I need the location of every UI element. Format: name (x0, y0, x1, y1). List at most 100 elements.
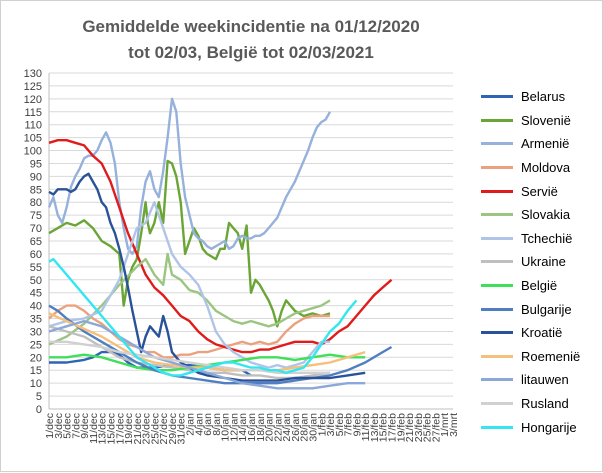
legend-label: Servië (521, 183, 558, 199)
series-line-armeni (47, 97, 332, 256)
legend-item: Slovakia (481, 203, 601, 227)
x-tick-label: 3/mrt (448, 413, 460, 437)
x-tick-label: 19/feb (395, 413, 407, 442)
x-tick-label: 28/jan (299, 413, 311, 442)
x-tick-label: 13/dec (97, 413, 109, 445)
x-tick-label: 26/jan (290, 413, 302, 442)
legend-item: België (481, 274, 601, 298)
chart-title: Gemiddelde weekincidentie na 01/12/2020 (82, 17, 420, 36)
x-tick-label: 6/jan (202, 413, 214, 436)
legend-label: Tchechië (521, 230, 573, 246)
y-tick-label: 85 (30, 184, 42, 196)
y-tick-label: 15 (30, 365, 42, 377)
legend-label: Belarus (521, 89, 566, 105)
y-tick-label: 120 (24, 94, 42, 106)
legend-label: Hongarije (521, 419, 577, 435)
x-tick-label: 9/feb (351, 413, 363, 437)
x-tick-label: 31/dec (176, 413, 188, 445)
legend-item: Moldova (481, 156, 601, 180)
legend-item: Bulgarije (481, 297, 601, 321)
legend-item: Kroatië (481, 321, 601, 345)
x-tick-label: 3/dec (53, 413, 65, 439)
y-tick-label: 0 (36, 404, 42, 416)
legend-swatch (481, 378, 513, 382)
y-tick-label: 30 (30, 326, 42, 338)
series-line-servi (48, 139, 393, 354)
legend-swatch (481, 331, 513, 335)
x-tick-label: 11/feb (360, 413, 372, 442)
x-tick-label: 23/feb (413, 413, 425, 442)
legend-item: Rusland (481, 392, 601, 416)
legend-swatch (481, 118, 513, 122)
series-line-bulgarije (48, 304, 393, 385)
legend-swatch (481, 142, 513, 146)
x-tick-label: 9/dec (79, 413, 91, 439)
x-tick-label: 24/jan (281, 413, 293, 442)
x-tick-label: 16/jan (246, 413, 258, 442)
y-tick-label: 55 (30, 262, 42, 274)
legend: Belarus Slovenië Armenië Moldova Servië Slova… (481, 85, 601, 439)
x-tick-label: 12/jan (228, 413, 240, 442)
legend-item: Belarus (481, 85, 601, 109)
x-tick-label: 21/dec (132, 413, 144, 445)
x-tick-label: 4/jan (193, 413, 205, 436)
x-tick-label: 25/feb (422, 413, 434, 442)
series-line-kroati (48, 172, 366, 382)
y-tick-label: 50 (30, 275, 42, 287)
x-tick-label: 14/jan (237, 413, 249, 442)
legend-label: Kroatië (521, 325, 563, 341)
x-tick-label: 21/feb (404, 413, 416, 442)
legend-label: Slovenië (521, 112, 571, 128)
legend-swatch (481, 284, 513, 288)
x-tick-label: 22/jan (272, 413, 284, 442)
legend-swatch (481, 236, 513, 240)
legend-swatch (481, 354, 513, 358)
y-tick-label: 35 (30, 314, 42, 326)
y-tick-label: 95 (30, 158, 42, 170)
series-line-litauwen (48, 319, 366, 390)
x-tick-label: 27/feb (430, 413, 442, 442)
x-tick-label: 1/dec (44, 413, 56, 439)
legend-label: litauwen (521, 372, 569, 388)
y-tick-label: 5 (36, 391, 42, 403)
x-tick-label: 25/dec (149, 413, 161, 445)
legend-swatch (481, 425, 513, 429)
x-tick-label: 2/jan (185, 413, 197, 436)
x-tick-label: 5/dec (62, 413, 74, 439)
x-tick-label: 30/jan (307, 413, 319, 442)
y-tick-label: 20 (30, 352, 42, 364)
legend-label: Slovakia (521, 207, 571, 223)
legend-swatch (481, 402, 513, 406)
y-tick-label: 40 (30, 301, 42, 313)
legend-item: Hongarije (481, 415, 601, 439)
legend-item: Tchechië (481, 227, 601, 251)
series-line-tchechi (48, 201, 330, 369)
y-tick-label: 60 (30, 249, 42, 261)
y-tick-label: 90 (30, 171, 42, 183)
x-tick-label: 23/dec (141, 413, 153, 445)
x-tick-label: 18/jan (255, 413, 267, 442)
x-tick-label: 7/dec (70, 413, 82, 439)
y-tick-label: 110 (24, 120, 42, 132)
legend-label: Ukraine (521, 254, 566, 270)
x-tick-label: 7/feb (343, 413, 355, 437)
legend-swatch (481, 213, 513, 217)
x-tick-label: 15/dec (105, 413, 117, 445)
y-tick-label: 130 (24, 68, 42, 80)
x-tick-label: 13/feb (369, 413, 381, 442)
y-tick-label: 70 (30, 223, 42, 235)
series-line-hongarije (48, 257, 358, 377)
legend-label: Roemenië (521, 348, 581, 364)
legend-swatch (481, 95, 513, 99)
legend-label: Bulgarije (521, 301, 572, 317)
y-tick-label: 80 (30, 197, 42, 209)
y-tick-label: 75 (30, 210, 42, 222)
series-line-sloveni (48, 159, 331, 328)
y-tick-label: 45 (30, 288, 42, 300)
x-tick-label: 1/feb (316, 413, 328, 437)
x-tick-label: 17/feb (387, 413, 399, 442)
legend-swatch (481, 260, 513, 264)
x-tick-label: 17/dec (114, 413, 126, 445)
